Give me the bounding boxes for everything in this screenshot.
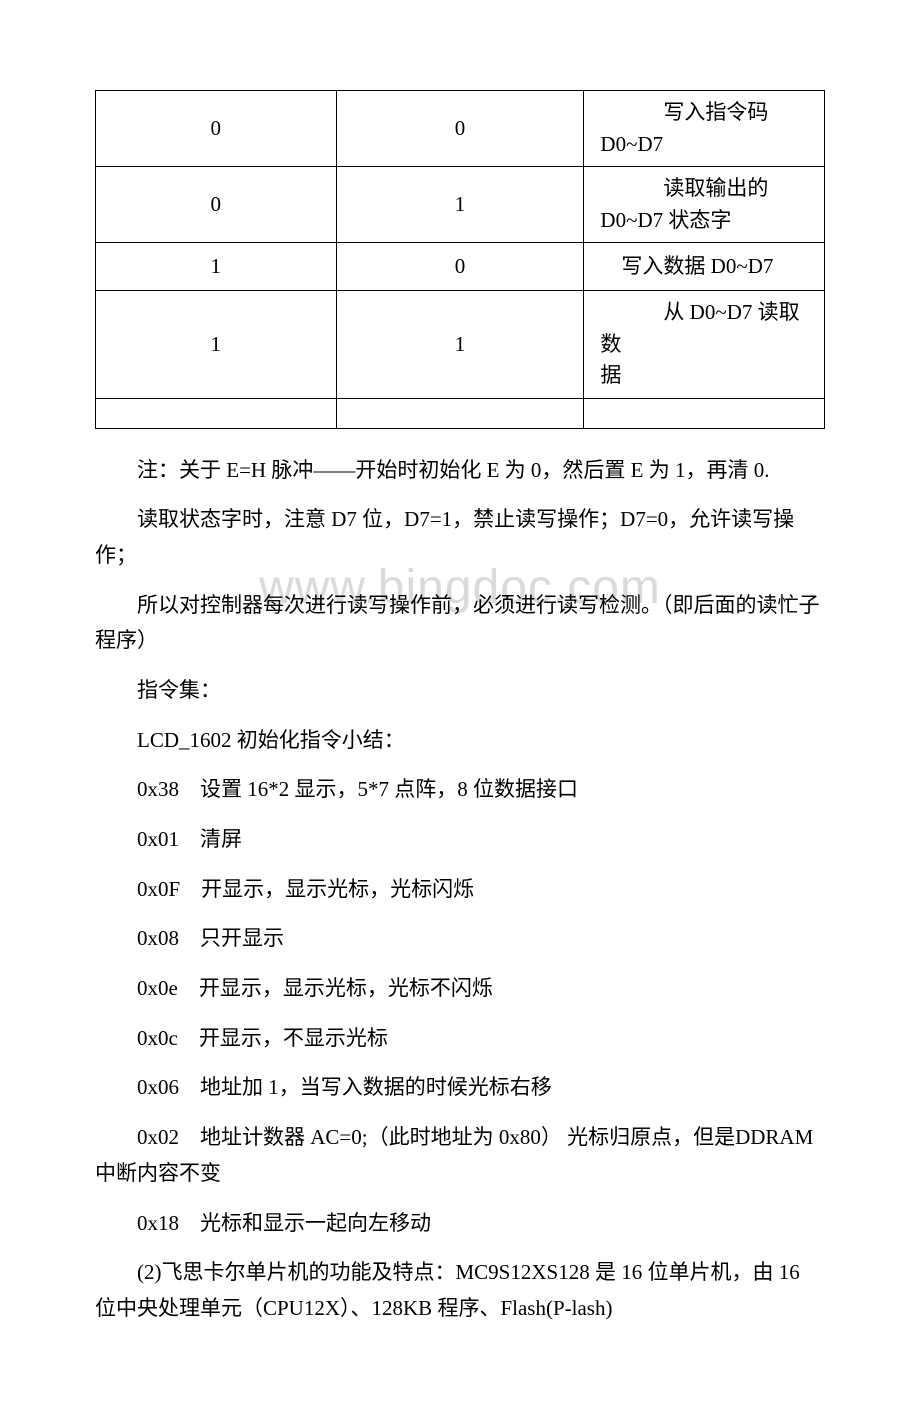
cell-rs: 1 [96,243,337,291]
cell-desc: 从 D0~D7 读取数据 [584,291,825,399]
cell-desc: 写入数据 D0~D7 [584,243,825,291]
table-row: 1 0 写入数据 D0~D7 [96,243,825,291]
paragraph: 0x38 设置 16*2 显示，5*7 点阵，8 位数据接口 [95,772,825,808]
cell-empty [336,398,584,428]
table-row: 1 1 从 D0~D7 读取数据 [96,291,825,399]
document-page: 0 0 写入指令码D0~D7 0 1 读取输出的D0~D7 状态字 1 0 写入… [0,0,920,1401]
cell-empty [96,398,337,428]
paragraph: 0x08 只开显示 [95,921,825,957]
paragraph: 0x0c 开显示，不显示光标 [95,1021,825,1057]
paragraph: 注：关于 E=H 脉冲——开始时初始化 E 为 0，然后置 E 为 1，再清 0… [95,453,825,489]
cell-empty [584,398,825,428]
paragraph: 所以对控制器每次进行读写操作前，必须进行读写检测。（即后面的读忙子程序） [95,588,825,659]
cell-rs: 0 [96,167,337,243]
paragraph: 读取状态字时，注意 D7 位，D7=1，禁止读写操作；D7=0，允许读写操作； [95,502,825,573]
paragraph: 0x02 地址计数器 AC=0;（此时地址为 0x80） 光标归原点，但是DDR… [95,1120,825,1191]
cell-rs: 0 [96,91,337,167]
paragraph: 0x0F 开显示，显示光标，光标闪烁 [95,872,825,908]
cell-rw: 1 [336,167,584,243]
cell-rw: 1 [336,291,584,399]
table-row [96,398,825,428]
table-row: 0 0 写入指令码D0~D7 [96,91,825,167]
cell-desc: 读取输出的D0~D7 状态字 [584,167,825,243]
paragraph: 0x01 清屏 [95,822,825,858]
paragraph: 指令集： [95,673,825,709]
paragraph: 0x0e 开显示，显示光标，光标不闪烁 [95,971,825,1007]
paragraph: 0x18 光标和显示一起向左移动 [95,1206,825,1242]
paragraph: LCD_1602 初始化指令小结： [95,723,825,759]
cell-rw: 0 [336,243,584,291]
cell-desc: 写入指令码D0~D7 [584,91,825,167]
paragraph: (2)飞思卡尔单片机的功能及特点：MC9S12XS128 是 16 位单片机，由… [95,1255,825,1326]
table-row: 0 1 读取输出的D0~D7 状态字 [96,167,825,243]
truth-table: 0 0 写入指令码D0~D7 0 1 读取输出的D0~D7 状态字 1 0 写入… [95,90,825,429]
cell-rs: 1 [96,291,337,399]
paragraph: 0x06 地址加 1，当写入数据的时候光标右移 [95,1070,825,1106]
cell-rw: 0 [336,91,584,167]
